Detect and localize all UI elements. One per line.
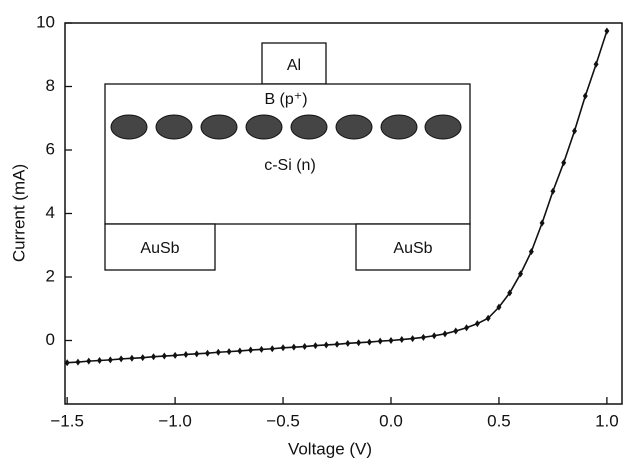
data-point xyxy=(64,359,70,367)
data-point xyxy=(107,356,113,364)
x-tick-label: 0.5 xyxy=(487,411,511,430)
data-point xyxy=(172,351,178,359)
data-point xyxy=(604,27,610,35)
data-point xyxy=(280,344,286,352)
data-point xyxy=(377,337,383,345)
left-contact xyxy=(104,223,216,271)
data-point xyxy=(140,354,146,362)
x-axis-label: Voltage (V) xyxy=(288,439,372,458)
data-point xyxy=(345,339,351,347)
data-point xyxy=(528,248,534,256)
data-point xyxy=(539,219,545,227)
x-tick-label: −1.0 xyxy=(158,411,192,430)
left-contact-label: AuSb xyxy=(140,240,179,257)
data-point xyxy=(572,127,578,135)
data-point xyxy=(194,350,200,358)
data-point xyxy=(420,333,426,341)
data-point xyxy=(302,343,308,351)
data-point xyxy=(496,303,502,311)
data-point xyxy=(75,358,81,366)
data-point xyxy=(334,340,340,348)
right-contact xyxy=(355,223,471,271)
data-point xyxy=(312,342,318,350)
data-point xyxy=(226,348,232,356)
data-point xyxy=(248,346,254,354)
x-tick-label: −0.5 xyxy=(266,411,300,430)
data-point xyxy=(561,159,567,167)
data-point xyxy=(593,60,599,68)
y-axis-label: Current (mA) xyxy=(9,164,28,262)
data-point xyxy=(453,327,459,335)
right-contact-label: AuSb xyxy=(393,240,432,257)
data-point xyxy=(323,341,329,349)
data-point xyxy=(582,92,588,100)
data-point xyxy=(399,336,405,344)
data-point xyxy=(485,314,491,322)
x-tick-label: 1.0 xyxy=(595,411,619,430)
inset-diagram: Al B (p⁺) c-Si (n) AuSb AuSb xyxy=(104,42,471,271)
data-point xyxy=(291,343,297,351)
data-point xyxy=(97,357,103,365)
data-point xyxy=(151,353,157,361)
substrate-label: c-Si (n) xyxy=(264,157,316,174)
data-point xyxy=(237,347,243,355)
data-point xyxy=(118,355,124,363)
x-tick-label: −1.5 xyxy=(50,411,84,430)
dots xyxy=(110,114,462,140)
data-point xyxy=(410,335,416,343)
y-tick-label: 4 xyxy=(46,203,55,222)
data-point xyxy=(161,352,167,360)
data-point xyxy=(442,330,448,338)
data-point xyxy=(507,289,513,297)
data-point xyxy=(366,338,372,346)
substrate xyxy=(104,83,471,225)
y-tick-label: 10 xyxy=(36,12,55,31)
data-point xyxy=(215,348,221,356)
y-tick-label: 0 xyxy=(46,330,55,349)
x-tick-label: 0.0 xyxy=(379,411,403,430)
data-point xyxy=(258,345,264,353)
layer-label: B (p⁺) xyxy=(264,91,307,108)
data-point xyxy=(464,324,470,332)
data-point xyxy=(269,345,275,353)
data-point xyxy=(388,337,394,344)
data-point xyxy=(183,350,189,358)
data-point xyxy=(550,187,556,195)
y-tick-label: 2 xyxy=(46,266,55,285)
data-point xyxy=(518,270,524,278)
data-point xyxy=(204,349,210,357)
data-point xyxy=(431,332,437,340)
al-label: Al xyxy=(287,57,301,74)
data-point xyxy=(356,339,362,347)
data-point xyxy=(474,320,480,328)
data-point xyxy=(129,354,135,362)
y-tick-label: 8 xyxy=(46,76,55,95)
data-point xyxy=(86,357,92,365)
y-tick-label: 6 xyxy=(46,139,55,158)
